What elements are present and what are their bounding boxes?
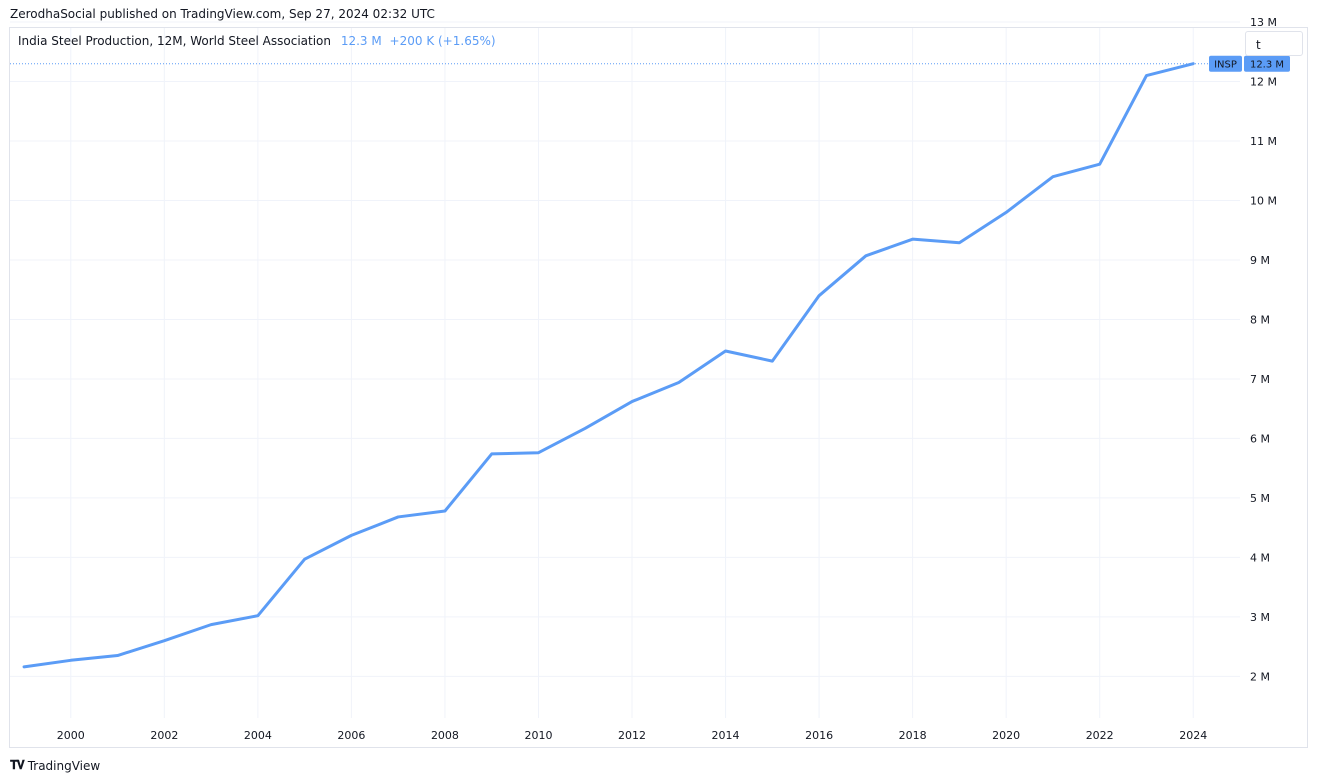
x-tick-label: 2012 (618, 729, 646, 742)
timeframe-input-value: t (1256, 38, 1261, 52)
x-tick-label: 2000 (57, 729, 85, 742)
price-tag-value: 12.3 M (1250, 60, 1284, 71)
x-tick-label: 2022 (1086, 729, 1114, 742)
x-tick-label: 2010 (524, 729, 552, 742)
y-tick-label: 5 M (1250, 492, 1270, 505)
tradingview-branding[interactable]: 𝐓𝐕 TradingView (10, 758, 100, 773)
brand-name: TradingView (27, 758, 101, 773)
x-tick-label: 2014 (712, 729, 740, 742)
x-tick-label: 2002 (150, 729, 178, 742)
y-tick-label: 7 M (1250, 373, 1270, 386)
timeframe-input[interactable]: t (1245, 31, 1303, 56)
x-tick-label: 2024 (1179, 729, 1207, 742)
x-tick-label: 2016 (805, 729, 833, 742)
x-tick-label: 2018 (899, 729, 927, 742)
chart-frame (9, 27, 1308, 748)
series-last-value: 12.3 M (340, 34, 382, 48)
y-tick-label: 11 M (1250, 135, 1277, 148)
y-tick-label: 9 M (1250, 254, 1270, 267)
y-tick-label: 2 M (1250, 670, 1270, 683)
y-tick-label: 13 M (1250, 16, 1277, 29)
chart-legend: India Steel Production, 12M, World Steel… (18, 34, 496, 48)
symbol-tag-label: INSP (1214, 60, 1237, 71)
y-tick-label: 6 M (1250, 432, 1270, 445)
x-tick-label: 2008 (431, 729, 459, 742)
symbol-tag (1209, 55, 1242, 72)
series-title: India Steel Production, 12M, World Steel… (18, 34, 331, 48)
y-tick-label: 4 M (1250, 551, 1270, 564)
publish-info: ZerodhaSocial published on TradingView.c… (10, 7, 435, 21)
x-tick-label: 2004 (244, 729, 272, 742)
y-tick-label: 12 M (1250, 76, 1277, 89)
series-line (22, 62, 1195, 669)
y-tick-label: 3 M (1250, 611, 1270, 624)
y-tick-label: 8 M (1250, 313, 1270, 326)
x-tick-label: 2020 (992, 729, 1020, 742)
series-change: +200 K (+1.65%) (389, 34, 496, 48)
y-tick-label: 10 M (1250, 195, 1277, 208)
price-tag (1244, 55, 1290, 72)
x-tick-label: 2006 (337, 729, 365, 742)
tradingview-logo-icon: 𝐓𝐕 (10, 758, 25, 772)
